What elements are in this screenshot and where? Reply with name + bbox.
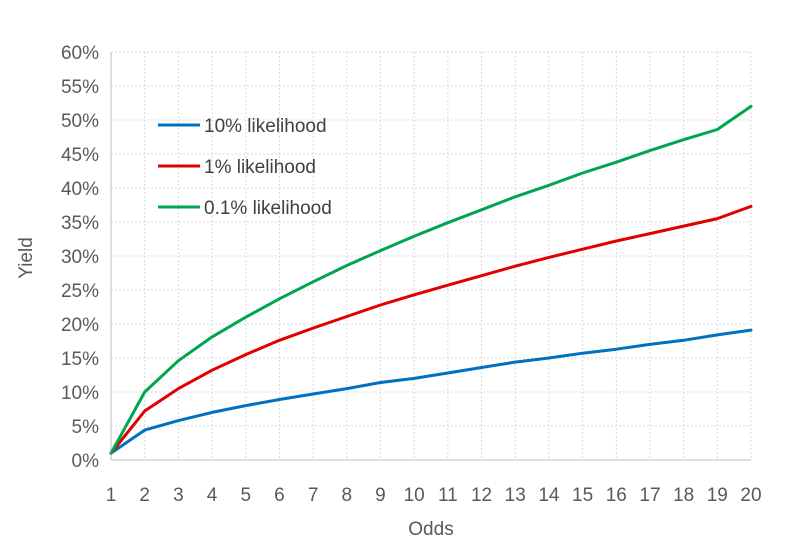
x-tick-label: 10 xyxy=(404,485,425,506)
x-tick-label: 12 xyxy=(471,485,492,506)
y-tick-label: 30% xyxy=(61,247,99,268)
x-tick-label: 7 xyxy=(308,485,319,506)
x-axis-title: Odds xyxy=(408,519,453,540)
series-line-1-likelihood xyxy=(109,204,753,455)
y-tick-label: 5% xyxy=(72,417,100,438)
x-tick-label: 6 xyxy=(274,485,285,506)
x-tick-label: 17 xyxy=(639,485,660,506)
x-axis-tick-labels: 1 2 3 4 5 6 7 8 9 10 11 12 13 14 15 16 17 18 19 20 xyxy=(106,485,762,506)
x-tick-label: 20 xyxy=(740,485,761,506)
y-tick-label: 35% xyxy=(61,213,99,234)
gridlines xyxy=(111,51,752,460)
x-tick-label: 11 xyxy=(438,485,458,506)
y-tick-label: 0% xyxy=(72,451,100,472)
y-tick-label: 25% xyxy=(61,281,99,302)
x-tick-label: 14 xyxy=(538,485,560,506)
x-tick-label: 8 xyxy=(342,485,353,506)
y-tick-label: 40% xyxy=(61,179,99,200)
y-tick-label: 55% xyxy=(61,77,99,98)
legend: 10% likelihood 1% likelihood 0.1% likeliho… xyxy=(158,116,332,219)
legend-label: 0.1% likelihood xyxy=(204,198,332,219)
x-tick-label: 13 xyxy=(505,485,526,506)
y-tick-label: 50% xyxy=(61,111,99,132)
y-tick-label: 10% xyxy=(61,383,99,404)
x-tick-label: 19 xyxy=(707,485,728,506)
x-tick-label: 5 xyxy=(240,485,251,506)
x-tick-label: 18 xyxy=(673,485,694,506)
y-tick-label: 15% xyxy=(61,349,99,370)
x-tick-label: 1 xyxy=(106,485,117,506)
series-line-0-1-likelihood xyxy=(109,104,753,455)
x-tick-label: 3 xyxy=(173,485,184,506)
x-tick-label: 16 xyxy=(606,485,627,506)
y-tick-label: 60% xyxy=(61,43,99,64)
series-lines xyxy=(109,104,753,455)
x-tick-label: 9 xyxy=(375,485,386,506)
legend-label: 10% likelihood xyxy=(204,116,327,137)
y-tick-label: 45% xyxy=(61,145,99,166)
x-tick-label: 2 xyxy=(139,485,150,506)
y-axis-tick-labels: 0% 5% 10% 15% 20% 25% 30% 35% 40% 45% 50% 55% 60% xyxy=(61,43,99,472)
series-line-10-likelihood xyxy=(109,328,753,455)
x-tick-label: 15 xyxy=(572,485,593,506)
x-tick-label: 4 xyxy=(207,485,218,506)
y-tick-label: 20% xyxy=(61,315,99,336)
axes xyxy=(110,52,751,461)
y-axis-title: Yield xyxy=(16,237,37,279)
legend-label: 1% likelihood xyxy=(204,157,316,178)
